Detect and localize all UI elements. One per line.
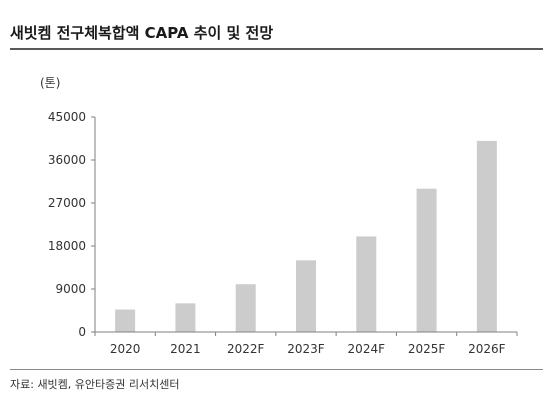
x-tick-label: 2020 [110, 342, 141, 356]
x-tick-label: 2025F [408, 342, 446, 356]
unit-label: (톤) [40, 76, 61, 90]
y-tick-label: 45000 [48, 110, 86, 124]
y-tick-label: 27000 [48, 196, 86, 210]
x-tick-label: 2023F [287, 342, 325, 356]
source-divider [10, 369, 543, 370]
x-tick-label: 2026F [468, 342, 506, 356]
y-axis: 0 9000 18000 27000 36000 45000 [48, 110, 96, 339]
bar-2026f [476, 140, 497, 332]
bar-2024f [356, 236, 377, 332]
y-tick-label: 18000 [48, 239, 86, 253]
bar-2023f [296, 260, 316, 332]
x-tick-label: 2022F [227, 342, 265, 356]
x-tick-label: 2024F [348, 342, 386, 356]
bar-2020 [115, 309, 136, 332]
bar-2025f [416, 188, 437, 332]
x-tick-label: 2021 [170, 342, 201, 356]
bar-2022f [235, 284, 256, 332]
source-note: 자료: 새빗켐, 유안타증권 리서치센터 [10, 378, 180, 391]
y-tick-label: 9000 [55, 282, 86, 296]
chart-title: 새빗켐 전구체복합액 CAPA 추이 및 전망 [10, 24, 274, 42]
title-divider [10, 48, 543, 50]
bars [115, 140, 497, 332]
bar-2021 [175, 303, 196, 332]
x-axis: 2020 2021 2022F 2023F 2024F 2025F 2026F [94, 331, 518, 356]
y-tick-label: 36000 [48, 153, 86, 167]
y-tick-label: 0 [78, 325, 86, 339]
